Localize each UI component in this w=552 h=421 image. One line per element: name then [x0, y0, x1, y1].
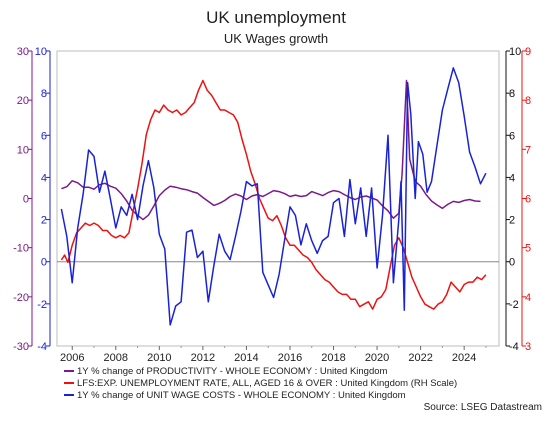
axis-right-outer-tick-label: 6 [525, 194, 531, 206]
x-tick-label: 2006 [60, 352, 84, 364]
axis-left-inner-tick-label: 4 [41, 172, 47, 184]
axis-left-outer-tick-label: -20 [13, 292, 29, 304]
series-line-unit_wage_costs [60, 67, 487, 326]
x-tick-label: 2020 [365, 352, 389, 364]
axis-right-outer-tick-label: 9 [525, 46, 531, 58]
legend-item-unit-wage-costs: 1Y % change of UNIT WAGE COSTS - WHOLE E… [64, 390, 406, 401]
series-line-unemployment [60, 79, 487, 310]
legend-label-unit-wage-costs: 1Y % change of UNIT WAGE COSTS - WHOLE E… [77, 390, 406, 401]
axis-right-inner-tick-label: -2 [509, 299, 519, 311]
legend-label-productivity: 1Y % change of PRODUCTIVITY - WHOLE ECON… [77, 366, 388, 377]
chart-subtitle: UK Wages growth [223, 31, 329, 46]
axis-left-inner-tick-label: 6 [41, 130, 47, 142]
x-tick-label: 2008 [104, 352, 128, 364]
axis-left-outer-tick-label: 0 [23, 194, 29, 206]
axis-left-inner-tick-label: 2 [41, 215, 47, 227]
x-tick-label: 2014 [234, 352, 258, 364]
axis-left-outer-tick-label: -30 [13, 341, 29, 353]
legend-swatch-productivity [64, 370, 74, 373]
axis-right-outer-tick-label: 5 [525, 243, 531, 255]
x-tick-label: 2016 [278, 352, 302, 364]
axis-right-outer-tick-label: 7 [525, 144, 531, 156]
plot-frame [56, 50, 500, 347]
axis-left-outer-tick-label: 10 [17, 144, 29, 156]
axis-left-inner-tick-label: -4 [37, 341, 47, 353]
axis-left-inner-tick-label: 10 [35, 46, 47, 58]
axis-right-outer-tick-label: 8 [525, 95, 531, 107]
axis-right-inner-tick-label: 8 [509, 88, 515, 100]
legend-label-unemployment: LFS:EXP. UNEMPLOYMENT RATE, ALL, AGED 16… [77, 378, 458, 389]
source-note: Source: LSEG Datastream [423, 402, 542, 413]
axis-right-outer-tick-label: 3 [525, 341, 531, 353]
axis-left-outer-tick-label: 30 [17, 46, 29, 58]
axis-left-inner-tick-label: 0 [41, 257, 47, 269]
axis-left-inner-tick-label: 8 [41, 88, 47, 100]
chart-title: UK unemployment [206, 8, 346, 27]
axis-left-inner-tick-label: -2 [37, 299, 47, 311]
x-tick-label: 2018 [321, 352, 345, 364]
axis-right-inner-tick-label: 2 [509, 215, 515, 227]
axis-right-outer-tick-label: 4 [525, 292, 531, 304]
legend-item-unemployment: LFS:EXP. UNEMPLOYMENT RATE, ALL, AGED 16… [64, 378, 457, 389]
x-tick-label: 2024 [452, 352, 476, 364]
axis-right-inner-tick-label: 4 [509, 172, 515, 184]
legend-swatch-unit-wage-costs [64, 394, 74, 397]
axis-left-outer-tick-label: 20 [17, 95, 29, 107]
axis-right-inner-tick-label: 10 [509, 46, 521, 58]
axis-right-inner-tick-label: 6 [509, 130, 515, 142]
series-line-productivity [61, 79, 481, 221]
x-tick-label: 2010 [147, 352, 171, 364]
x-tick-label: 2022 [408, 352, 432, 364]
axis-right-inner-tick-label: -4 [509, 341, 519, 353]
axis-left-outer-tick-label: -10 [13, 243, 29, 255]
x-tick-label: 2012 [191, 352, 215, 364]
legend-swatch-unemployment [64, 382, 74, 385]
legend-item-productivity: 1Y % change of PRODUCTIVITY - WHOLE ECON… [64, 366, 387, 377]
axis-right-inner-tick-label: 0 [509, 257, 515, 269]
